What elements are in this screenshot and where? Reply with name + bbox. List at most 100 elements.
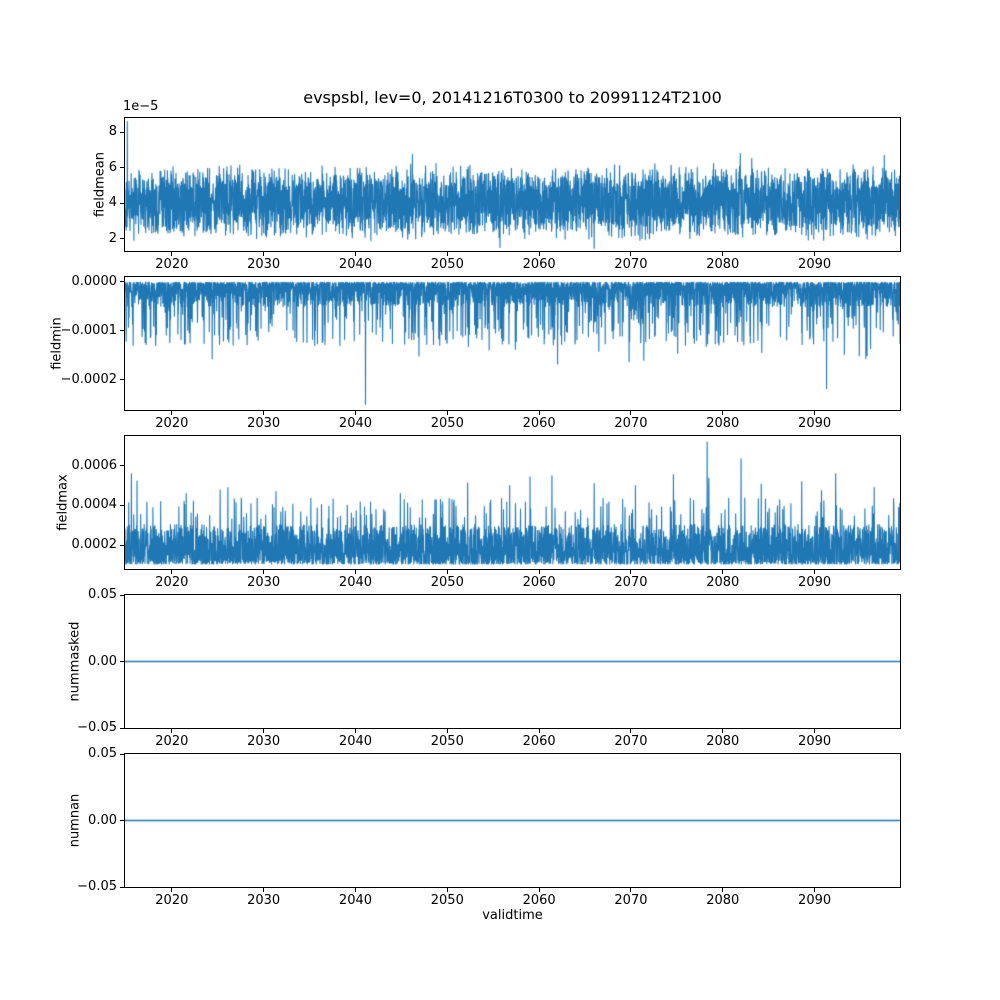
x-tick-mark	[263, 252, 265, 256]
y-tick-mark	[120, 753, 124, 755]
x-tick-label: 2020	[155, 416, 189, 431]
y-tick-label: 0.0002	[71, 537, 118, 553]
fieldmax-plot-canvas	[125, 436, 900, 569]
x-tick-mark	[171, 729, 173, 733]
y-tick-label: −0.0002	[60, 371, 117, 387]
y-tick-label: 8	[108, 124, 117, 140]
fieldmin-axis-label: fieldmin	[49, 317, 65, 370]
x-tick-label: 2090	[798, 893, 832, 908]
subplot-fieldmean	[124, 117, 901, 252]
x-tick-label: 2060	[522, 416, 556, 431]
x-tick-mark	[263, 411, 265, 415]
x-tick-mark	[354, 252, 356, 256]
x-tick-mark	[446, 411, 448, 415]
fieldmean-plot-canvas	[125, 118, 900, 251]
x-tick-mark	[630, 888, 632, 892]
y-tick-label: 0.0000	[71, 273, 118, 289]
y-tick-label: 0.05	[88, 746, 117, 761]
x-tick-label: 2040	[338, 575, 373, 590]
x-tick-label: 2030	[247, 257, 281, 272]
y-tick-label: −0.05	[77, 879, 117, 894]
subplot-fieldmin	[124, 276, 901, 411]
y-tick-mark	[120, 820, 124, 821]
y-tick-mark	[120, 330, 124, 332]
x-tick-label: 2030	[247, 575, 281, 590]
x-tick-mark	[814, 411, 816, 415]
x-tick-mark	[814, 729, 816, 733]
x-tick-mark	[354, 411, 356, 415]
x-tick-label: 2040	[338, 734, 373, 749]
y-tick-mark	[120, 727, 124, 729]
x-tick-label: 2050	[430, 575, 464, 590]
nummasked-plot-canvas	[125, 595, 900, 728]
x-tick-label: 2080	[706, 257, 740, 272]
y-tick-mark	[120, 281, 124, 283]
x-tick-label: 2060	[522, 257, 556, 272]
x-tick-label: 2090	[798, 734, 832, 749]
subplot-nummasked	[124, 594, 901, 729]
x-tick-mark	[722, 570, 724, 574]
x-tick-mark	[722, 888, 724, 892]
subplot-fieldmax	[124, 435, 901, 570]
x-tick-mark	[171, 411, 173, 415]
x-tick-label: 2040	[338, 416, 373, 431]
y-tick-label: 0.00	[88, 812, 117, 828]
subplot-numnan	[124, 753, 901, 888]
x-tick-mark	[354, 729, 356, 733]
x-tick-label: 2020	[155, 575, 189, 590]
y-tick-mark	[120, 886, 124, 888]
numnan-plot-canvas	[125, 754, 900, 887]
y-tick-label: 6	[108, 159, 117, 175]
x-tick-label: 2070	[614, 257, 648, 272]
y-tick-mark	[120, 544, 124, 546]
y-tick-label: 4	[108, 195, 117, 211]
x-tick-label: 2070	[614, 416, 648, 431]
x-tick-mark	[814, 252, 816, 256]
x-tick-label: 2030	[247, 893, 281, 908]
x-tick-label: 2060	[522, 734, 556, 749]
x-tick-mark	[722, 252, 724, 256]
x-tick-label: 2020	[155, 257, 189, 272]
x-tick-mark	[446, 252, 448, 256]
x-tick-mark	[630, 570, 632, 574]
x-tick-label: 2070	[614, 893, 648, 908]
x-tick-mark	[538, 570, 540, 574]
x-tick-label: 2020	[155, 734, 189, 749]
x-tick-label: 2030	[247, 734, 281, 749]
y-tick-mark	[120, 238, 124, 240]
x-tick-mark	[630, 729, 632, 733]
x-tick-label: 2030	[247, 416, 281, 431]
x-tick-label: 2050	[430, 734, 464, 749]
x-tick-mark	[538, 252, 540, 256]
y-tick-mark	[120, 202, 124, 204]
fieldmean-offset-text: 1e−5	[123, 99, 159, 114]
x-tick-mark	[446, 729, 448, 733]
x-tick-label: 2070	[614, 575, 648, 590]
x-tick-mark	[446, 888, 448, 892]
fieldmin-plot-canvas	[125, 277, 900, 410]
x-tick-label: 2080	[706, 416, 740, 431]
y-tick-mark	[120, 465, 124, 467]
x-tick-label: 2060	[522, 893, 556, 908]
x-tick-mark	[446, 570, 448, 574]
x-tick-mark	[814, 888, 816, 892]
x-tick-mark	[722, 411, 724, 415]
x-tick-mark	[630, 411, 632, 415]
y-tick-label: 0.0004	[71, 497, 118, 513]
chart-title: evspsbl, lev=0, 20141216T0300 to 2099112…	[303, 88, 722, 107]
x-tick-label: 2090	[798, 416, 832, 431]
x-tick-label: 2070	[614, 734, 648, 749]
x-tick-mark	[354, 570, 356, 574]
x-tick-label: 2080	[706, 893, 740, 908]
x-tick-label: 2040	[338, 257, 373, 272]
x-tick-label: 2050	[430, 416, 464, 431]
y-tick-mark	[120, 661, 124, 662]
x-tick-mark	[538, 411, 540, 415]
x-tick-label: 2050	[430, 893, 464, 908]
x-tick-mark	[538, 729, 540, 733]
y-tick-label: 2	[108, 230, 117, 246]
x-tick-label: 2090	[798, 575, 832, 590]
y-tick-mark	[120, 594, 124, 596]
y-tick-mark	[120, 504, 124, 506]
